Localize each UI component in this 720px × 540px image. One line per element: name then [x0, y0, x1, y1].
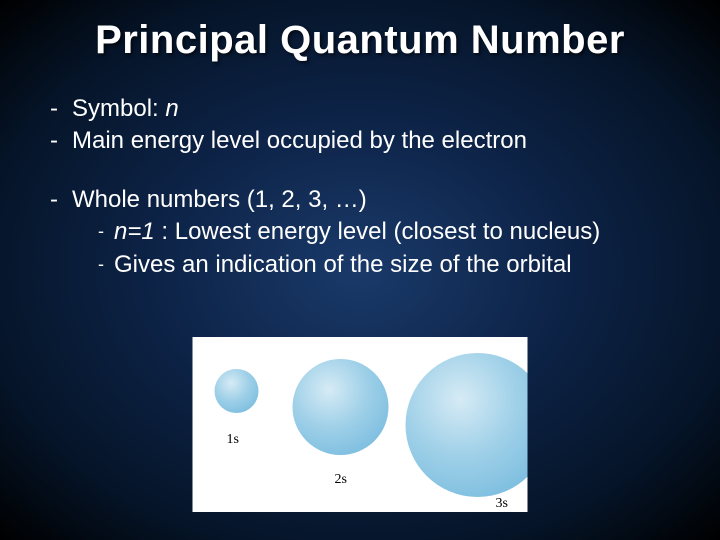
dash-icon: - [50, 93, 72, 125]
symbol-variable: n [165, 95, 178, 122]
bullet-n1: - n=1 : Lowest energy level (closest to … [98, 216, 680, 248]
slide-title: Principal Quantum Number [40, 18, 680, 63]
sub-bullet-group: - n=1 : Lowest energy level (closest to … [50, 216, 680, 281]
symbol-prefix: Symbol: [72, 95, 165, 122]
dash-icon: - [50, 125, 72, 157]
orbital-label-1s: 1s [227, 432, 239, 447]
dash-icon: - [98, 252, 114, 276]
n1-prefix: n=1 [114, 218, 155, 245]
orbital-sphere-1s [215, 369, 259, 413]
text-segment: Main energy level occupied by the electr… [72, 125, 527, 157]
slide-container: Principal Quantum Number - Symbol: n - M… [0, 0, 720, 540]
n1-rest: : Lowest energy level (closest to nucleu… [155, 218, 601, 245]
orbital-label-2s: 2s [335, 472, 347, 487]
bullet-symbol: - Symbol: n [50, 93, 680, 125]
orbital-sphere-2s [293, 359, 389, 455]
orbital-label-3s: 3s [496, 496, 508, 511]
spacing [50, 158, 680, 184]
text-segment: Symbol: n [72, 93, 179, 125]
dash-icon: - [50, 184, 72, 216]
orbital-diagram: 1s 2s 3s [193, 337, 528, 512]
orbital-sphere-3s [406, 353, 528, 497]
bullet-size: - Gives an indication of the size of the… [98, 249, 680, 281]
bullet-main-energy: - Main energy level occupied by the elec… [50, 125, 680, 157]
slide-body: - Symbol: n - Main energy level occupied… [40, 93, 680, 281]
text-segment: Gives an indication of the size of the o… [114, 249, 572, 281]
text-segment: n=1 : Lowest energy level (closest to nu… [114, 216, 600, 248]
text-segment: Whole numbers (1, 2, 3, …) [72, 184, 367, 216]
dash-icon: - [98, 219, 114, 243]
bullet-whole-numbers: - Whole numbers (1, 2, 3, …) [50, 184, 680, 216]
orbital-svg: 1s 2s 3s [193, 337, 528, 512]
